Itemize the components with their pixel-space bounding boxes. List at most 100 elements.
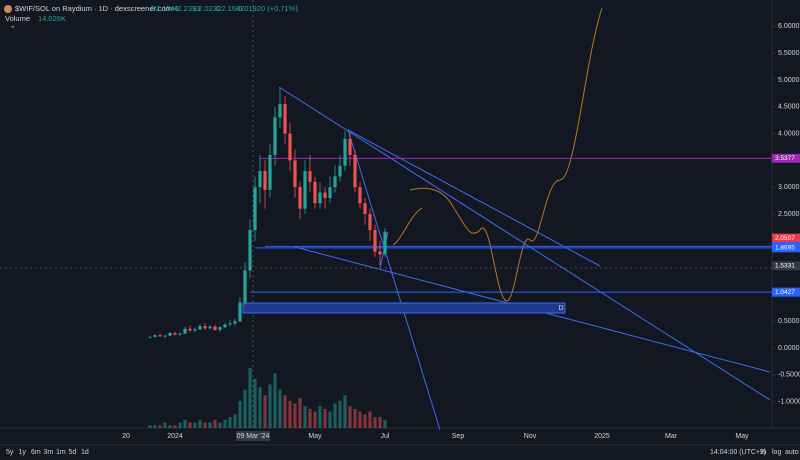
volume-bar [343, 395, 347, 428]
volume-bar [333, 403, 337, 428]
volume-bar [278, 389, 282, 428]
x-tick-label: May [735, 433, 749, 440]
candle-body [368, 214, 372, 231]
volume-bar [228, 417, 232, 428]
candle-body [238, 302, 242, 322]
volume-bar [318, 406, 322, 428]
x-tick-label: Nov [524, 433, 537, 440]
range-button[interactable]: 6m [31, 449, 41, 456]
volume-bar [368, 411, 372, 428]
volume-bar [378, 417, 382, 428]
volume-bar [248, 368, 252, 428]
candle-body [378, 251, 382, 255]
volume-bar [258, 387, 262, 428]
candle-body [383, 231, 387, 255]
scale-button[interactable]: % [760, 449, 766, 456]
candle-body [333, 176, 337, 188]
volume-value: 14.026K [38, 14, 66, 23]
range-button[interactable]: 5y [6, 449, 14, 456]
candle-body [348, 138, 352, 156]
y-tick-label: -0.5000 [778, 372, 800, 379]
level-label: 1.8695 [775, 245, 795, 252]
volume-bar [173, 425, 177, 428]
candle-body [258, 171, 262, 188]
volume-bar [358, 411, 362, 428]
level-tag [772, 243, 800, 253]
x-tick-label: Mar [665, 433, 678, 440]
volume-bar [243, 389, 247, 428]
volume-bar [193, 422, 197, 428]
y-tick-label: 6.0000 [778, 23, 800, 30]
volume-bar [273, 373, 277, 428]
candle-body [338, 165, 342, 177]
volume-bar [268, 384, 272, 428]
y-tick-label: 0.0000 [778, 345, 800, 352]
volume-bar [253, 378, 257, 428]
volume-bar [178, 422, 182, 428]
candle-body [218, 327, 222, 330]
volume-bar [203, 422, 207, 428]
ohlc-value: 0.01920 (+0.71%) [238, 4, 298, 13]
range-button[interactable]: 1m [56, 449, 66, 456]
candle-body [303, 171, 307, 209]
volume-bar [363, 414, 367, 428]
range-button[interactable]: 1d [81, 449, 89, 456]
candle-body [208, 326, 212, 329]
x-tick-label: 09 Mar '24 [237, 433, 270, 440]
level-tag [772, 287, 800, 297]
range-button[interactable]: 3m [44, 449, 54, 456]
candle-body [243, 270, 247, 303]
y-tick-label: 5.0000 [778, 77, 800, 84]
volume-bar [383, 419, 387, 428]
candle-body [163, 335, 167, 337]
volume-bar [283, 395, 287, 428]
candle-body [353, 155, 357, 188]
candle-body [183, 328, 187, 334]
volume-bar [303, 406, 307, 428]
level-label: 1.0427 [775, 289, 795, 296]
y-tick-label: 4.0000 [778, 130, 800, 137]
toolbar-time: 14:04:00 (UTC+2) [710, 449, 766, 456]
x-tick-label: 2025 [594, 433, 610, 440]
volume-label: Volume [5, 14, 30, 23]
candle-body [358, 187, 362, 204]
candle-body [328, 187, 332, 198]
y-tick-label: -1.0000 [778, 399, 800, 406]
y-tick-label: 4.5000 [778, 104, 800, 111]
volume-bar [168, 425, 172, 428]
candle-body [278, 104, 282, 118]
trendline [347, 129, 441, 431]
x-tick-label: Jul [381, 433, 390, 440]
x-tick-label: May [308, 433, 322, 440]
volume-bar [183, 419, 187, 428]
scale-button[interactable]: auto [785, 449, 799, 456]
candle-body [273, 117, 277, 156]
candle-body [193, 329, 197, 331]
candle-body [308, 171, 312, 182]
x-tick-label: Sep [452, 433, 465, 440]
collapse-icon[interactable]: ⌃ [10, 25, 16, 33]
volume-bar [328, 411, 332, 428]
candle-body [318, 192, 322, 204]
title: $WIF/SOL on Raydium · 1D · dexscreener.c… [15, 4, 172, 13]
volume-bar [158, 425, 162, 428]
volume-bar [218, 422, 222, 428]
y-tick-label: 5.5000 [778, 50, 800, 57]
candle-body [158, 335, 162, 337]
range-button[interactable]: 5d [69, 449, 77, 456]
level-tag [772, 153, 800, 163]
scale-button[interactable]: log [772, 449, 781, 456]
volume-bar [188, 422, 192, 428]
volume-bar [263, 395, 267, 428]
candle-body [313, 181, 317, 204]
volume-bar [313, 411, 317, 428]
candle-body [223, 324, 227, 328]
volume-bar [238, 400, 242, 428]
y-tick-label: 2.5000 [778, 211, 800, 218]
candle-body [213, 326, 217, 330]
volume-bar [373, 417, 377, 428]
range-button[interactable]: 1y [19, 449, 27, 456]
candle-body [248, 230, 252, 271]
